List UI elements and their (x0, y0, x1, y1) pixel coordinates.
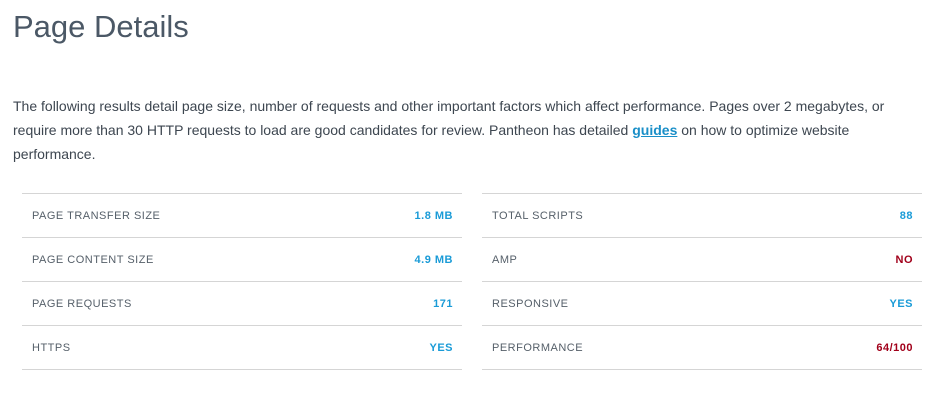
metrics-table: TOTAL SCRIPTS 88 AMP NO RESPONSIVE YES PERF… (482, 193, 922, 370)
metric-label: PAGE TRANSFER SIZE (32, 209, 161, 222)
metric-value: 64/100 (876, 341, 913, 354)
metric-row: HTTPS YES (22, 326, 462, 370)
metric-label: PAGE REQUESTS (32, 297, 132, 310)
metric-row: TOTAL SCRIPTS 88 (482, 194, 922, 238)
metric-value: 4.9 MB (414, 253, 453, 266)
metric-row: PAGE CONTENT SIZE 4.9 MB (22, 238, 462, 282)
metrics-table: PAGE TRANSFER SIZE 1.8 MB PAGE CONTENT SI… (22, 193, 462, 370)
metric-label: HTTPS (32, 341, 71, 354)
intro-text-part: The following results detail page size, … (13, 98, 885, 138)
page-title: Page Details (13, 9, 189, 44)
guides-link[interactable]: guides (632, 122, 678, 138)
metric-label: RESPONSIVE (492, 297, 569, 310)
metric-value: YES (889, 297, 913, 310)
metric-row: AMP NO (482, 238, 922, 282)
metric-value: 88 (899, 209, 913, 222)
metric-row: PAGE REQUESTS 171 (22, 282, 462, 326)
metric-value: 171 (433, 297, 453, 310)
intro-text: The following results detail page size, … (13, 94, 913, 166)
metric-value: 1.8 MB (414, 209, 453, 222)
metric-label: PERFORMANCE (492, 341, 584, 354)
metric-value: YES (429, 341, 453, 354)
metric-row: PERFORMANCE 64/100 (482, 326, 922, 370)
metric-value: NO (895, 253, 913, 266)
intro-text-part: on how to optimize website performance. (13, 122, 850, 162)
metric-row: PAGE TRANSFER SIZE 1.8 MB (22, 194, 462, 238)
metric-row: RESPONSIVE YES (482, 282, 922, 326)
metric-label: AMP (492, 253, 518, 266)
metric-label: TOTAL SCRIPTS (492, 209, 584, 222)
metric-label: PAGE CONTENT SIZE (32, 253, 154, 266)
